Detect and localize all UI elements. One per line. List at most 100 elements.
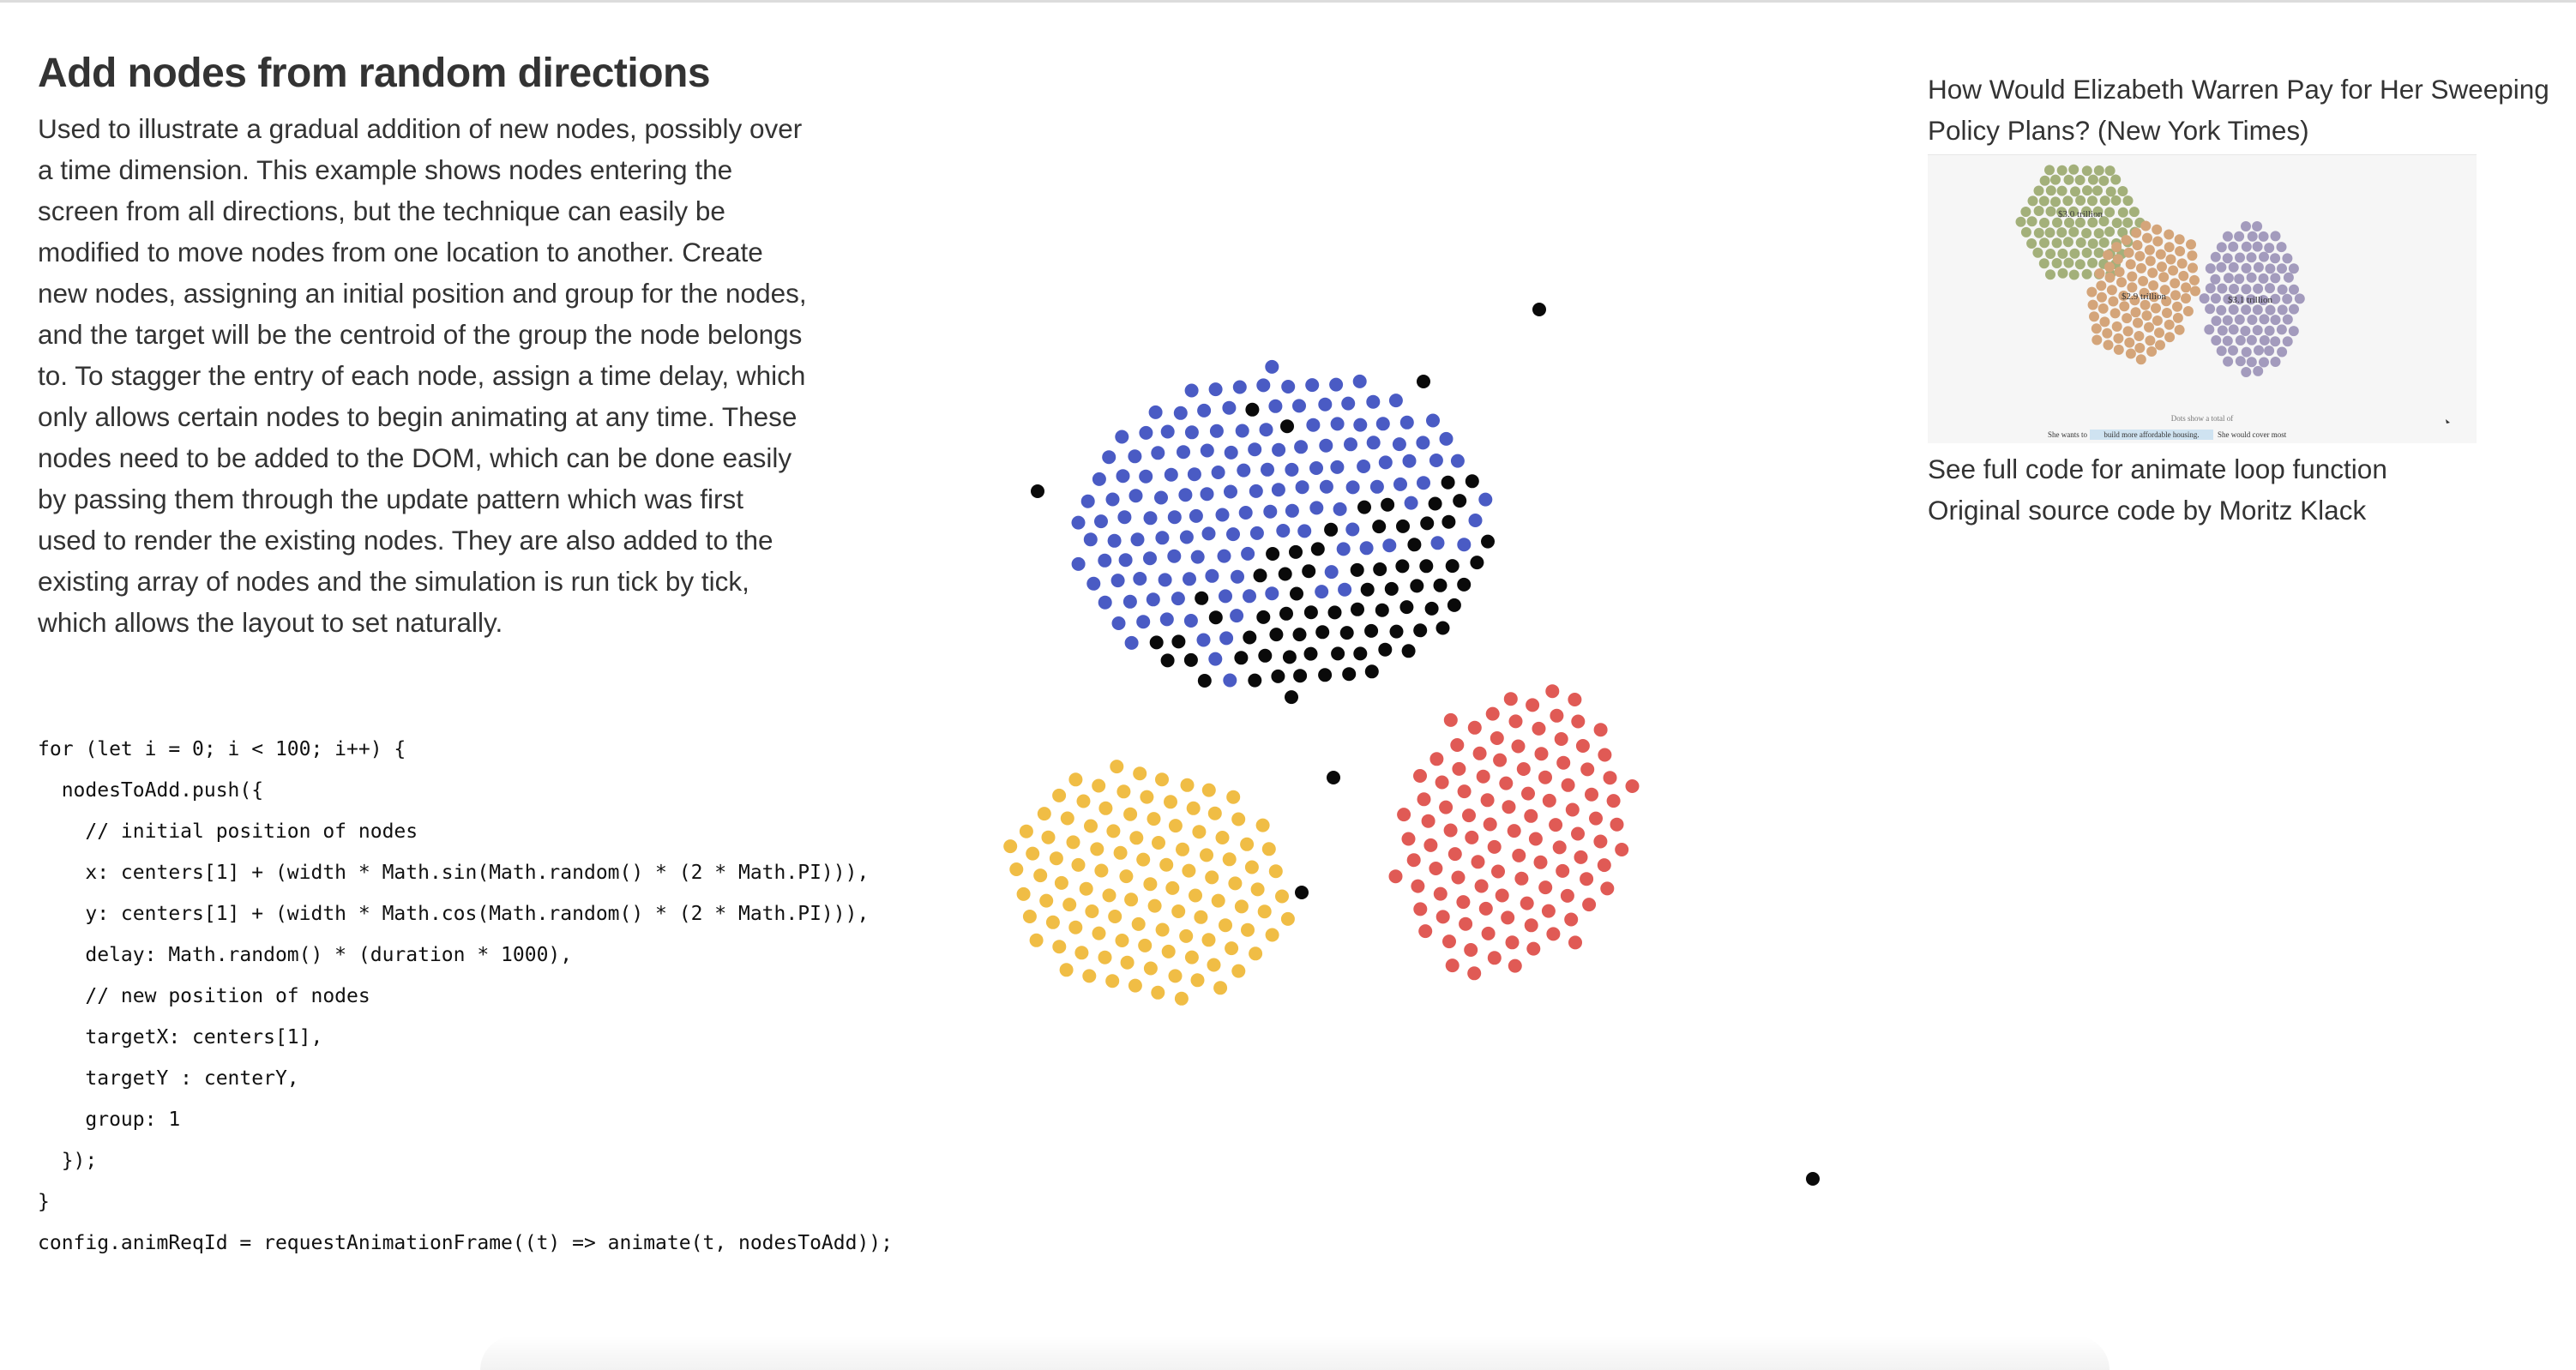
thumb-node-tan: [2147, 267, 2158, 279]
node-yellow: [1250, 882, 1265, 897]
node-yellow: [1085, 904, 1099, 918]
node-red: [1406, 853, 1421, 868]
node-blue: [1382, 538, 1397, 553]
thumb-node-green: [2122, 217, 2134, 228]
node-red: [1487, 839, 1502, 854]
thumb-node-tan: [2188, 262, 2198, 273]
thumb-node-green: [2045, 206, 2056, 217]
node-new: [1331, 646, 1345, 661]
node-blue: [1315, 585, 1329, 599]
thumb-node-green: [2026, 216, 2037, 227]
thumb-node-green: [2117, 186, 2128, 196]
thumb-node-purple: [2259, 357, 2269, 368]
node-yellow: [1084, 819, 1098, 833]
thumb-node-purple: [2270, 231, 2281, 242]
code-line: }: [38, 1191, 50, 1213]
thumb-node-tan: [2110, 308, 2121, 319]
node-new: [1285, 690, 1298, 705]
node-yellow: [1152, 836, 1165, 850]
thumb-node-green: [2033, 206, 2044, 216]
node-new: [1269, 628, 1284, 642]
thumb-node-purple: [2211, 335, 2222, 346]
thumb-node-green: [2045, 249, 2056, 259]
thumb-node-green: [2093, 228, 2104, 239]
node-red: [1589, 811, 1603, 826]
node-blue: [1272, 442, 1286, 457]
node-blue: [1375, 417, 1390, 431]
thumb-node-purple: [2252, 304, 2263, 315]
thumb-node-tan: [2136, 262, 2146, 273]
thumb-caption-left: She wants to: [2048, 430, 2087, 439]
node-new: [1315, 625, 1330, 640]
node-new: [1395, 559, 1410, 574]
thumb-node-purple: [2241, 221, 2251, 231]
node-blue: [1105, 492, 1120, 507]
node-red: [1549, 818, 1563, 832]
node-red: [1508, 714, 1523, 729]
node-red: [1556, 863, 1570, 878]
thumb-node-purple: [2246, 252, 2257, 263]
thumb-node-green: [2056, 227, 2067, 238]
node-new: [1278, 567, 1292, 581]
node-red: [1538, 880, 1553, 895]
thumb-node-green: [2039, 217, 2049, 228]
node-red: [1532, 721, 1546, 736]
thumb-node-purple: [2270, 273, 2281, 284]
node-yellow: [1090, 842, 1104, 856]
node-blue: [1189, 508, 1203, 523]
node-new: [1303, 605, 1318, 620]
source-code-link[interactable]: Original source code by Moritz Klack: [1928, 495, 2367, 526]
node-blue: [1167, 549, 1182, 563]
node-red: [1450, 738, 1465, 752]
thumb-node-purple: [2217, 283, 2228, 294]
node-new: [1435, 621, 1450, 635]
node-blue: [1086, 576, 1101, 591]
thumb-node-purple: [2228, 345, 2238, 356]
thumb-node-green: [2074, 175, 2085, 185]
thumb-node-tan: [2157, 261, 2167, 273]
full-code-link[interactable]: See full code for animate loop function: [1928, 454, 2387, 484]
node-blue: [1439, 431, 1454, 446]
reference-thumbnail[interactable]: $3.0 trillion $2.9 trillion $3.1 trillio…: [1928, 154, 2477, 443]
thumb-node-green: [2020, 226, 2031, 237]
thumb-node-tan: [2152, 315, 2163, 326]
thumb-node-tan: [2122, 326, 2134, 337]
node-blue: [1118, 553, 1133, 568]
code-line: x: centers[1] + (width * Math.sin(Math.r…: [38, 862, 870, 884]
thumb-node-green: [2015, 216, 2026, 227]
thumb-node-tan: [2130, 307, 2141, 318]
thumb-node-tan: [2091, 334, 2103, 346]
thumb-node-green: [2057, 267, 2068, 279]
node-new: [1292, 628, 1307, 642]
node-yellow: [1280, 911, 1295, 926]
node-blue: [1263, 504, 1278, 519]
node-blue: [1392, 437, 1406, 452]
thumb-node-tan: [2145, 255, 2156, 267]
node-new: [1407, 538, 1422, 552]
node-yellow: [1094, 863, 1109, 878]
thumb-node-tan: [2154, 327, 2164, 339]
node-yellow: [1092, 778, 1106, 793]
thumb-node-tan: [2165, 254, 2176, 265]
node-red: [1465, 830, 1479, 844]
node-blue: [1478, 492, 1493, 507]
node-blue: [1159, 612, 1174, 627]
thumb-node-tan: [2187, 250, 2198, 261]
thumb-node-green: [2081, 228, 2092, 238]
node-yellow: [1060, 811, 1074, 826]
node-blue: [1102, 450, 1116, 465]
node-blue: [1158, 573, 1172, 587]
node-red: [1480, 793, 1495, 808]
thumb-label: $2.9 trillion: [2122, 291, 2166, 302]
node-red: [1550, 708, 1564, 723]
node-blue: [1183, 614, 1198, 628]
thumb-node-green: [2045, 185, 2056, 196]
node-new: [1353, 646, 1368, 661]
thumb-node-green: [2056, 165, 2067, 176]
node-blue: [1265, 359, 1279, 374]
node-new: [1399, 600, 1414, 615]
node-blue: [1226, 527, 1240, 542]
reference-article-link[interactable]: How Would Elizabeth Warren Pay for Her S…: [1928, 74, 2549, 146]
node-red: [1585, 787, 1598, 802]
thumb-node-tan: [2127, 271, 2138, 282]
